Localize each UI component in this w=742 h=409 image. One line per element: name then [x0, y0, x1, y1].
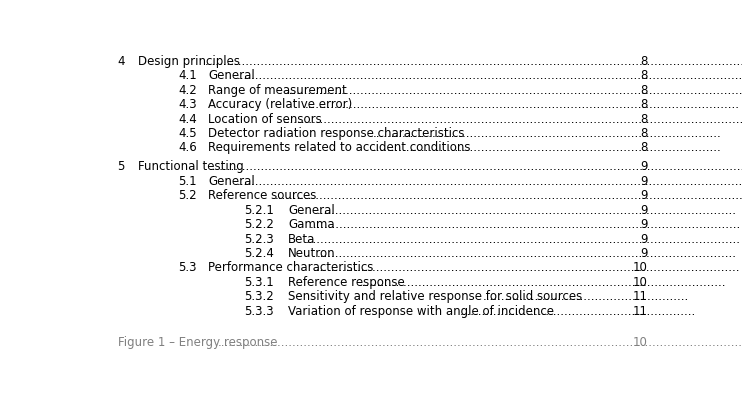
Text: ................................................................................: ........................................… — [358, 275, 726, 288]
Text: 8: 8 — [640, 54, 648, 67]
Text: Detector radiation response characteristics: Detector radiation response characterist… — [209, 127, 464, 139]
Text: Sensitivity and relative response for solid sources: Sensitivity and relative response for so… — [288, 290, 582, 303]
Text: 9: 9 — [640, 174, 648, 187]
Text: ................................................................................: ........................................… — [237, 174, 742, 187]
Text: Design principles: Design principles — [139, 54, 240, 67]
Text: 4: 4 — [117, 54, 125, 67]
Text: 8: 8 — [640, 112, 648, 125]
Text: 9: 9 — [640, 232, 648, 245]
Text: ................................................................................: ........................................… — [372, 141, 721, 154]
Text: 5.2.1: 5.2.1 — [244, 203, 274, 216]
Text: 4.2: 4.2 — [178, 83, 197, 96]
Text: 9: 9 — [640, 160, 648, 173]
Text: ................................................................................: ........................................… — [237, 69, 742, 82]
Text: 9: 9 — [640, 218, 648, 231]
Text: Gamma: Gamma — [288, 218, 335, 231]
Text: Reference response: Reference response — [288, 275, 405, 288]
Text: 5.2.2: 5.2.2 — [244, 218, 274, 231]
Text: ................................................................................: ........................................… — [286, 83, 742, 96]
Text: ................................................................................: ........................................… — [309, 218, 741, 231]
Text: 8: 8 — [640, 83, 648, 96]
Text: 10: 10 — [633, 275, 648, 288]
Text: 5.3: 5.3 — [178, 261, 197, 274]
Text: Figure 1 – Energy response: Figure 1 – Energy response — [117, 335, 277, 348]
Text: ................................................................................: ........................................… — [218, 335, 742, 348]
Text: 4.5: 4.5 — [178, 127, 197, 139]
Text: 4.6: 4.6 — [178, 141, 197, 154]
Text: 5.3.2: 5.3.2 — [244, 290, 274, 303]
Text: 9: 9 — [640, 189, 648, 202]
Text: 8: 8 — [640, 98, 648, 111]
Text: 8: 8 — [640, 69, 648, 82]
Text: General: General — [209, 69, 255, 82]
Text: 8: 8 — [640, 127, 648, 139]
Text: 5.3.3: 5.3.3 — [244, 304, 274, 317]
Text: Accuracy (relative error): Accuracy (relative error) — [209, 98, 352, 111]
Text: 9: 9 — [640, 246, 648, 259]
Text: 5.1: 5.1 — [178, 174, 197, 187]
Text: General: General — [209, 174, 255, 187]
Text: ................................................................................: ........................................… — [305, 98, 740, 111]
Text: 5.2.4: 5.2.4 — [244, 246, 274, 259]
Text: ................................................................................: ........................................… — [312, 261, 740, 274]
Text: ................................................................................: ........................................… — [317, 246, 737, 259]
Text: ................................................................................: ........................................… — [306, 232, 741, 245]
Text: 5.2: 5.2 — [178, 189, 197, 202]
Text: 10: 10 — [633, 335, 648, 348]
Text: 5: 5 — [117, 160, 125, 173]
Text: ...............................................................: ........................................… — [460, 304, 696, 317]
Text: 4.3: 4.3 — [178, 98, 197, 111]
Text: General: General — [288, 203, 335, 216]
Text: .......................................................: ........................................… — [482, 290, 689, 303]
Text: Requirements related to accident conditions: Requirements related to accident conditi… — [209, 141, 470, 154]
Text: Functional testing: Functional testing — [139, 160, 244, 173]
Text: Performance characteristics: Performance characteristics — [209, 261, 374, 274]
Text: ................................................................................: ........................................… — [209, 160, 742, 173]
Text: ................................................................................: ........................................… — [317, 203, 737, 216]
Text: ................................................................................: ........................................… — [372, 127, 721, 139]
Text: ................................................................................: ........................................… — [205, 54, 742, 67]
Text: 4.1: 4.1 — [178, 69, 197, 82]
Text: 10: 10 — [633, 261, 648, 274]
Text: 8: 8 — [640, 141, 648, 154]
Text: Range of measurement: Range of measurement — [209, 83, 347, 96]
Text: Beta: Beta — [288, 232, 315, 245]
Text: Location of sensors: Location of sensors — [209, 112, 322, 125]
Text: 5.3.1: 5.3.1 — [244, 275, 274, 288]
Text: ................................................................................: ........................................… — [282, 112, 742, 125]
Text: 4.4: 4.4 — [178, 112, 197, 125]
Text: 5.2.3: 5.2.3 — [244, 232, 274, 245]
Text: Neutron: Neutron — [288, 246, 335, 259]
Text: 9: 9 — [640, 203, 648, 216]
Text: ................................................................................: ........................................… — [275, 189, 742, 202]
Text: Variation of response with angle of incidence: Variation of response with angle of inci… — [288, 304, 554, 317]
Text: 11: 11 — [633, 304, 648, 317]
Text: Reference sources: Reference sources — [209, 189, 317, 202]
Text: 11: 11 — [633, 290, 648, 303]
